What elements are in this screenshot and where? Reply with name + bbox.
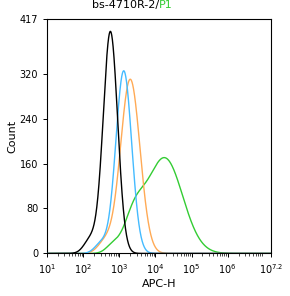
Y-axis label: Count: Count [7,120,17,153]
Text: bs-4710R-2/: bs-4710R-2/ [92,0,159,10]
X-axis label: APC-H: APC-H [142,279,176,289]
Text: P1: P1 [159,0,173,10]
